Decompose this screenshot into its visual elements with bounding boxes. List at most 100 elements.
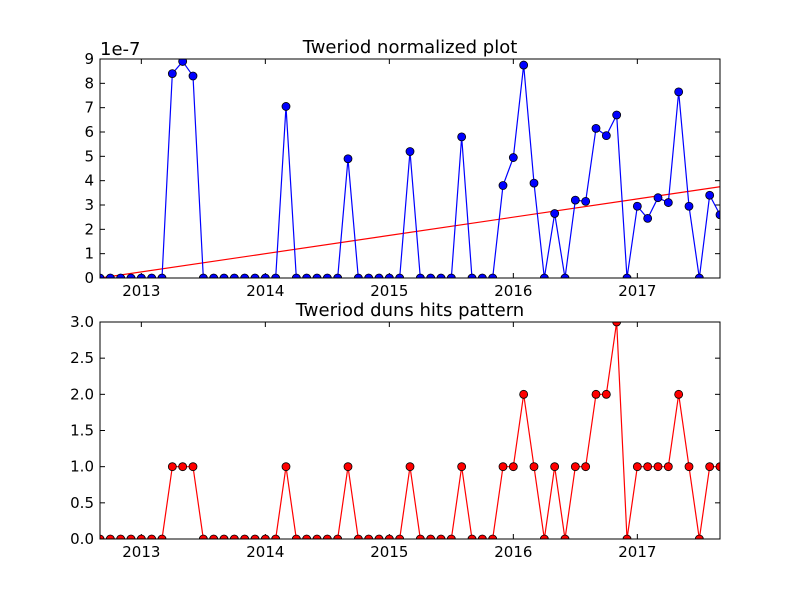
data-point xyxy=(322,534,332,539)
data-point xyxy=(136,534,146,539)
data-point xyxy=(457,462,467,472)
data-point xyxy=(178,59,188,66)
data-point xyxy=(250,534,260,539)
x-tick-label: 2014 xyxy=(246,543,284,561)
x-tick-label: 2017 xyxy=(618,282,656,300)
data-point xyxy=(426,273,436,278)
data-point xyxy=(653,462,663,472)
data-point xyxy=(240,534,250,539)
data-point xyxy=(674,87,684,97)
data-point xyxy=(136,273,146,278)
data-point xyxy=(663,462,673,472)
data-point xyxy=(198,273,208,278)
data-point xyxy=(198,534,208,539)
data-point xyxy=(147,273,157,278)
data-point xyxy=(229,534,239,539)
data-point xyxy=(498,181,508,190)
data-point xyxy=(126,273,136,278)
data-point xyxy=(570,195,580,205)
data-point xyxy=(560,273,570,278)
data-point xyxy=(157,273,167,278)
x-tick-label: 2015 xyxy=(370,282,408,300)
y-tick-label: 2.5 xyxy=(70,349,94,367)
y-tick-label: 1.0 xyxy=(70,458,94,476)
series-line xyxy=(100,60,720,278)
data-point xyxy=(353,273,363,278)
data-point xyxy=(436,534,446,539)
data-point xyxy=(384,534,394,539)
data-point xyxy=(498,462,508,472)
data-point xyxy=(684,201,694,211)
data-point xyxy=(167,69,177,78)
x-tick-label: 2015 xyxy=(370,543,408,561)
data-point xyxy=(126,534,136,539)
data-point xyxy=(105,534,115,539)
data-point xyxy=(632,462,642,472)
x-tick-label: 2014 xyxy=(246,282,284,300)
data-point xyxy=(384,273,394,278)
data-point xyxy=(601,131,611,141)
data-point xyxy=(612,110,622,120)
data-point xyxy=(415,273,425,278)
data-point xyxy=(632,201,642,211)
data-point xyxy=(467,534,477,539)
data-point xyxy=(157,534,167,539)
y-tick-label: 3 xyxy=(84,196,94,214)
data-point xyxy=(488,273,498,278)
data-point xyxy=(188,462,198,472)
data-point xyxy=(663,198,673,207)
data-point xyxy=(529,178,539,188)
data-point xyxy=(550,209,560,218)
data-point xyxy=(550,462,560,472)
data-point xyxy=(209,273,219,278)
axes-frame xyxy=(99,58,721,279)
data-point xyxy=(364,273,374,278)
data-point xyxy=(333,273,343,278)
data-point xyxy=(147,534,157,539)
trend-line xyxy=(100,186,720,278)
y-tick-label: 6 xyxy=(84,123,94,141)
data-point xyxy=(446,534,456,539)
chart-panel-2: Tweriod duns hits pattern 0.0 0.5 1.0 1.5 2.0… xyxy=(70,300,721,561)
data-point xyxy=(508,462,518,472)
data-point xyxy=(488,534,498,539)
data-point xyxy=(405,462,415,472)
data-point xyxy=(477,273,487,278)
data-point xyxy=(343,154,353,164)
data-point xyxy=(612,322,622,327)
data-point xyxy=(643,462,653,472)
data-point xyxy=(591,389,601,399)
x-tick-label: 2013 xyxy=(122,282,160,300)
chart-title: Tweriod normalized plot xyxy=(302,37,518,58)
data-point xyxy=(539,534,549,539)
data-point xyxy=(167,462,177,472)
data-point xyxy=(395,273,405,278)
data-point xyxy=(591,123,601,133)
data-point xyxy=(581,462,591,472)
data-point xyxy=(116,534,126,539)
y-tick-label: 0 xyxy=(84,269,94,287)
data-point xyxy=(674,389,684,399)
data-point xyxy=(229,273,239,278)
data-point xyxy=(105,273,115,278)
y-tick-label: 0.5 xyxy=(70,494,94,512)
data-point xyxy=(322,273,332,278)
data-point xyxy=(271,273,281,278)
data-point xyxy=(302,273,312,278)
data-point xyxy=(622,273,632,278)
data-point xyxy=(581,196,591,206)
data-point xyxy=(100,534,105,539)
data-point xyxy=(374,534,384,539)
y-tick-label: 2.0 xyxy=(70,385,94,403)
data-point xyxy=(353,534,363,539)
series-line xyxy=(100,322,720,539)
data-point xyxy=(178,462,188,472)
data-point xyxy=(684,462,694,472)
data-point xyxy=(570,462,580,472)
data-point xyxy=(539,273,549,278)
data-point xyxy=(653,193,663,203)
y-tick-label: 0.0 xyxy=(70,530,94,548)
data-point xyxy=(333,534,343,539)
data-point xyxy=(240,273,250,278)
